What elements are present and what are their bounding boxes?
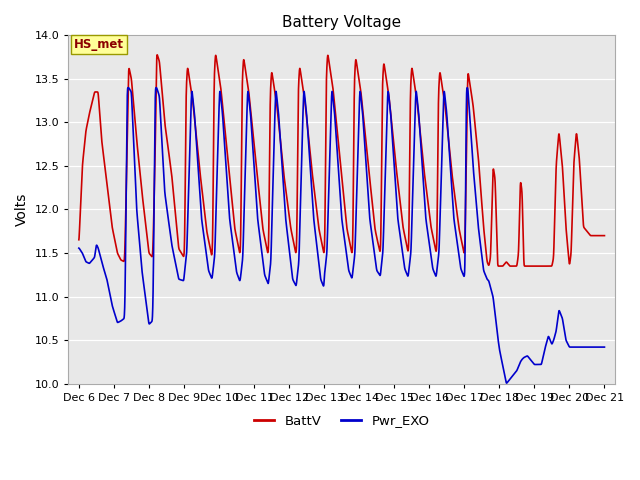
Text: HS_met: HS_met xyxy=(74,38,124,51)
Legend: BattV, Pwr_EXO: BattV, Pwr_EXO xyxy=(249,409,435,433)
Y-axis label: Volts: Volts xyxy=(15,193,29,226)
Title: Battery Voltage: Battery Voltage xyxy=(282,15,401,30)
